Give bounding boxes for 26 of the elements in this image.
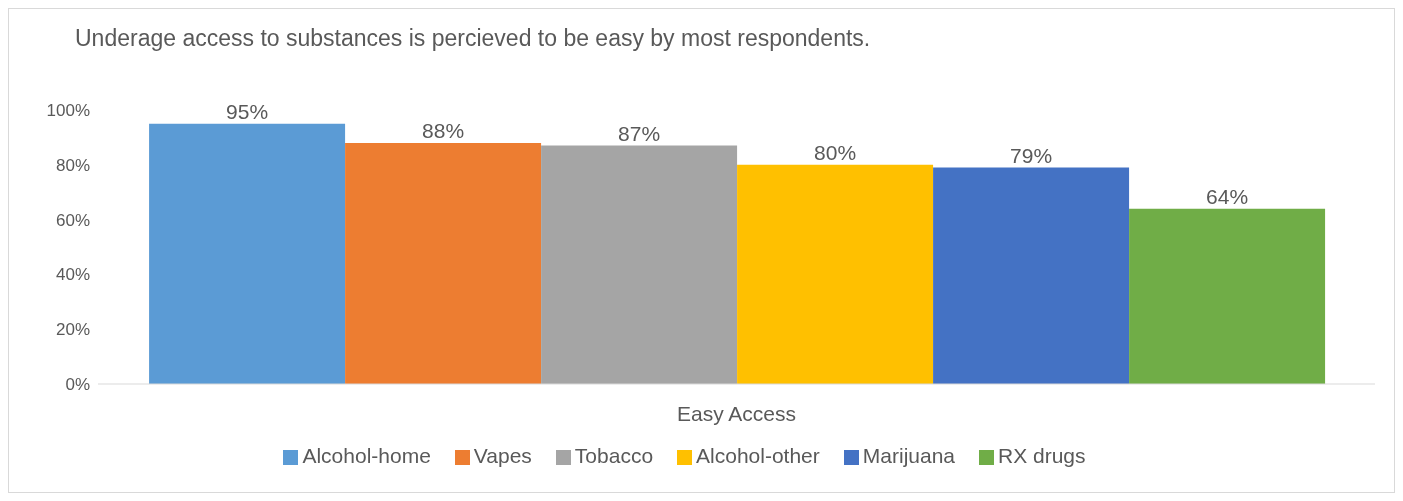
bar — [933, 167, 1130, 384]
legend-label: Alcohol-home — [302, 444, 431, 467]
y-tick-label: 40% — [55, 265, 90, 285]
legend-label: Marijuana — [862, 444, 956, 467]
legend-label: Alcohol-other — [696, 444, 820, 467]
legend-label: RX drugs — [998, 444, 1086, 467]
bar — [149, 123, 346, 384]
legend-label: Tobacco — [574, 444, 654, 467]
x-tick-label: Easy Access — [676, 401, 797, 425]
legend-label: Vapes — [473, 444, 532, 467]
y-tick-label: 0% — [65, 375, 90, 395]
chart-title: Underage access to substances is percieved to be easy by most respondents. — [75, 25, 871, 52]
bar — [541, 145, 738, 384]
y-tick-label: 100% — [46, 101, 90, 121]
data-label: 88% — [422, 118, 465, 142]
y-tick-label: 80% — [55, 155, 90, 175]
data-label: 79% — [1010, 143, 1053, 167]
data-label: 87% — [618, 121, 661, 145]
y-tick-label: 20% — [55, 320, 90, 340]
bar — [737, 164, 934, 384]
data-label: 80% — [814, 140, 857, 164]
data-label: 95% — [226, 99, 269, 123]
bar — [1129, 208, 1326, 384]
bar — [345, 142, 542, 384]
data-label: 64% — [1206, 184, 1249, 208]
y-tick-label: 60% — [55, 210, 90, 230]
